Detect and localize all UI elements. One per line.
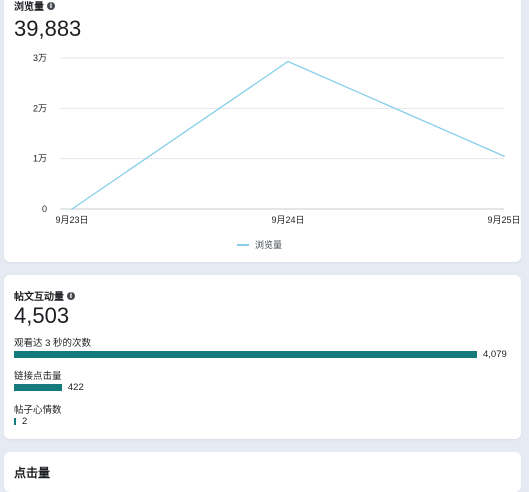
info-icon[interactable]: i <box>67 291 75 300</box>
metric-value-3s-views: 4,079 <box>483 349 507 360</box>
data-point[interactable] <box>503 155 505 157</box>
metric-label-3s-views: 观看达 3 秒的次数 <box>14 338 92 349</box>
views-card-title: 浏览量 i <box>14 0 55 13</box>
clicks-card-title: 点击量 <box>14 464 50 481</box>
metric-bar-3s-views <box>14 351 477 358</box>
views-card: 浏览量 i 39,883 0 1万 2万 3万 9月23日 9月24日 9月25日 浏览量 <box>4 0 521 262</box>
metric-value-reactions: 2 <box>22 416 28 427</box>
engagement-total: 4,503 <box>14 303 70 328</box>
metric-bar-link-clicks <box>14 384 62 391</box>
views-total: 39,883 <box>14 16 82 41</box>
engagement-title-label: 帖文互动量 <box>14 292 64 303</box>
y-tick-label: 3万 <box>33 53 47 63</box>
series-line-views <box>71 60 505 210</box>
info-icon[interactable]: i <box>47 1 55 10</box>
clicks-card: 点击量 <box>4 452 521 492</box>
y-tick-label: 1万 <box>33 154 47 164</box>
metric-label-link-clicks: 链接点击量 <box>14 371 62 382</box>
engagement-card-title: 帖文互动量 i <box>14 288 75 303</box>
data-point[interactable] <box>71 208 73 210</box>
views-title-label: 浏览量 <box>14 2 44 13</box>
metric-label-reactions: 帖子心情数 <box>14 405 62 416</box>
metric-value-link-clicks: 422 <box>67 382 84 393</box>
legend-label-views: 浏览量 <box>255 239 282 250</box>
clicks-title-label: 点击量 <box>14 466 51 480</box>
metric-bar-reactions <box>14 418 16 425</box>
x-tick-label: 9月24日 <box>271 215 304 225</box>
views-line-chart: 0 1万 2万 3万 9月23日 9月24日 9月25日 浏览量 <box>33 53 521 250</box>
engagement-card: 帖文互动量 i 4,503 观看达 3 秒的次数 4,079 链接点击量 422… <box>4 275 521 439</box>
x-tick-label: 9月25日 <box>487 215 520 225</box>
y-tick-label: 2万 <box>33 103 47 113</box>
x-tick-label: 9月23日 <box>55 215 88 225</box>
y-tick-label: 0 <box>42 204 47 214</box>
data-point[interactable] <box>287 60 289 63</box>
